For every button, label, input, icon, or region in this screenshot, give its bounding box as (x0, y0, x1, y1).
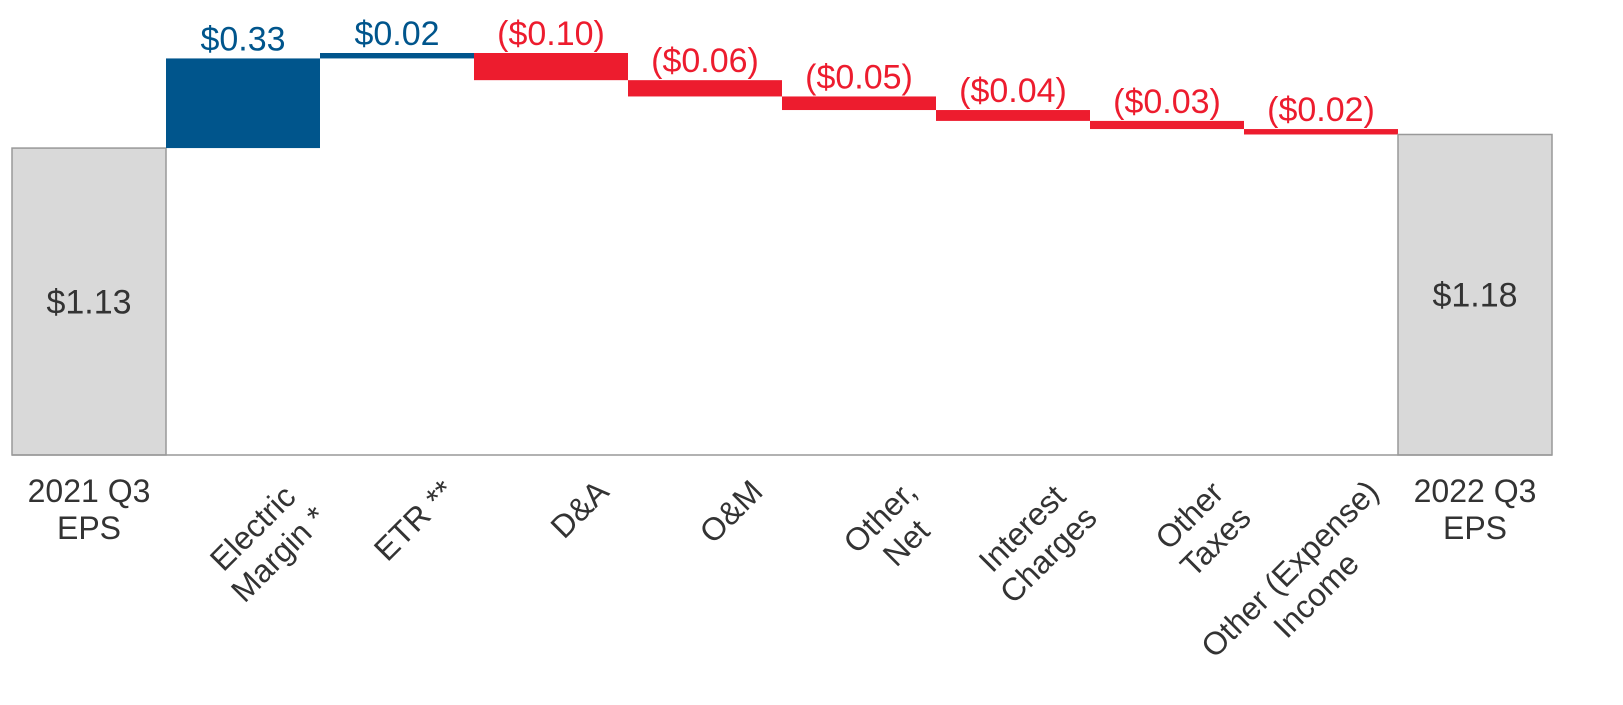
x-tick-label: 2021 Q3 (28, 473, 151, 509)
bar (1397, 133, 1553, 456)
x-tick-label: O&M (693, 473, 770, 550)
x-tick-label-group: D&A (544, 473, 616, 545)
value-label: ($0.05) (805, 58, 913, 96)
x-tick-label-group: Other,Net (836, 473, 936, 573)
bar (936, 110, 1090, 121)
bar (1244, 129, 1398, 135)
x-tick-label: EPS (57, 510, 121, 546)
bar (474, 53, 628, 81)
value-label: ($0.03) (1113, 83, 1221, 121)
value-label: ($0.04) (959, 72, 1067, 110)
value-label: ($0.06) (651, 42, 759, 80)
x-tick-label: ETR ** (367, 473, 462, 568)
x-tick-label: 2022 Q3 (1414, 473, 1537, 509)
value-label: ($0.10) (497, 15, 605, 53)
x-tick-label-group: O&M (693, 473, 770, 550)
value-label: $0.02 (354, 15, 439, 53)
bar (166, 58, 320, 149)
value-label: ($0.02) (1267, 91, 1375, 129)
bar (11, 147, 167, 456)
bar (782, 96, 936, 111)
x-tick-label-group: ETR ** (367, 473, 462, 568)
value-label: $0.33 (200, 20, 285, 58)
x-tick-label: D&A (544, 473, 616, 545)
x-tick-label: EPS (1443, 510, 1507, 546)
bar (320, 53, 474, 59)
value-label: $1.13 (46, 284, 131, 322)
bar (628, 80, 782, 97)
value-label: $1.18 (1432, 277, 1517, 315)
bar (1090, 120, 1244, 130)
